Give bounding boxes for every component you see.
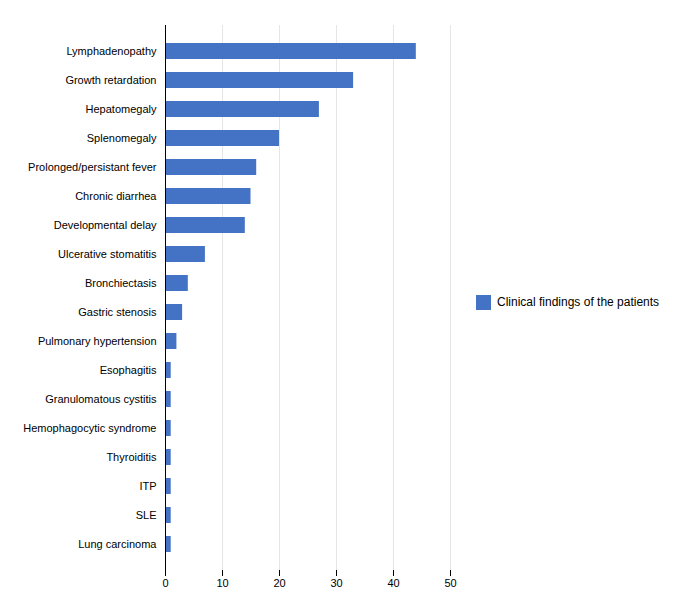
svg-text:Hemophagocytic syndrome: Hemophagocytic syndrome <box>23 422 156 434</box>
svg-text:Prolonged/persistant fever: Prolonged/persistant fever <box>28 161 157 173</box>
svg-text:Lymphadenopathy: Lymphadenopathy <box>66 45 157 57</box>
svg-text:20: 20 <box>273 577 285 589</box>
html-text:Clinical findings of the patie: Clinical findings of the patients <box>497 295 660 309</box>
svg-text:Lung carcinoma: Lung carcinoma <box>78 538 157 550</box>
svg-text:0: 0 <box>162 577 168 589</box>
svg-text:ITP: ITP <box>139 480 156 492</box>
svg-text:10: 10 <box>216 577 228 589</box>
svg-text:50: 50 <box>444 577 456 589</box>
svg-text:Growth retardation: Growth retardation <box>65 74 156 86</box>
svg-text:40: 40 <box>387 577 399 589</box>
svg-text:Splenomegaly: Splenomegaly <box>87 132 157 144</box>
svg-text:SLE: SLE <box>136 509 157 521</box>
svg-text:Chronic diarrhea: Chronic diarrhea <box>75 190 157 202</box>
svg-text:Gastric stenosis: Gastric stenosis <box>78 306 157 318</box>
svg-text:Ulcerative stomatitis: Ulcerative stomatitis <box>58 248 157 260</box>
svg-text:Developmental delay: Developmental delay <box>54 219 157 231</box>
svg-text:Bronchiectasis: Bronchiectasis <box>85 277 157 289</box>
svg-text:30: 30 <box>330 577 342 589</box>
svg-text:Granulomatous cystitis: Granulomatous cystitis <box>45 393 157 405</box>
svg-text:Esophagitis: Esophagitis <box>100 364 157 376</box>
svg-text:Hepatomegaly: Hepatomegaly <box>86 103 157 115</box>
svg-text:Thyroiditis: Thyroiditis <box>106 451 157 463</box>
svg-text:Pulmonary hypertension: Pulmonary hypertension <box>38 335 157 347</box>
